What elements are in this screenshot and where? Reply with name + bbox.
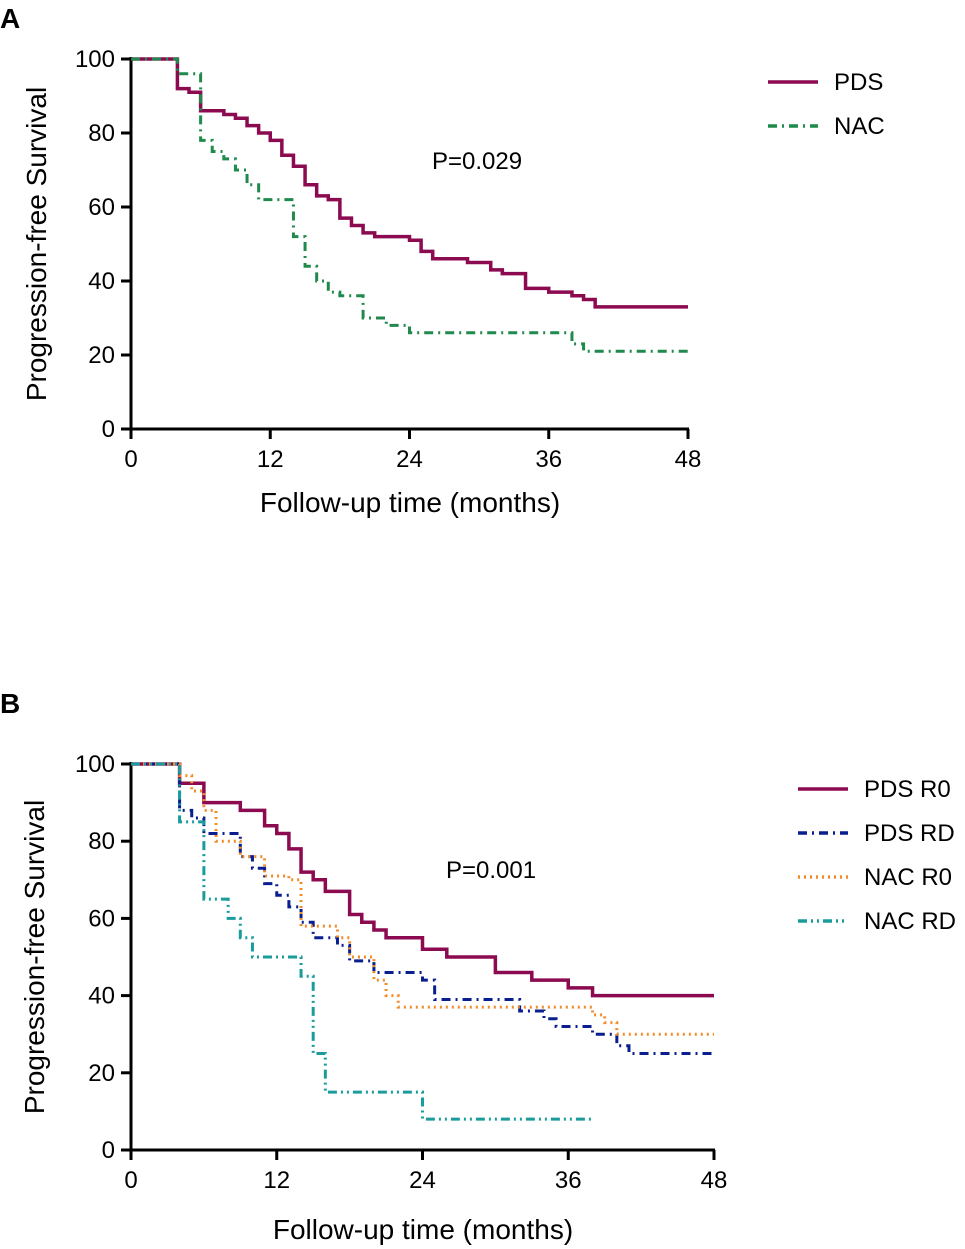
- panel-b: B 0 20 40 60 80 100 0 12 24 36 48 Follow-up time (…: [0, 688, 956, 1245]
- series-nac-r0-line: [131, 762, 714, 1036]
- x-tick-label: 24: [409, 1167, 436, 1194]
- y-tick-label: 60: [88, 194, 115, 221]
- x-tick-label: 48: [701, 1167, 728, 1194]
- y-tick-label: 100: [75, 46, 115, 73]
- x-tick-label: 12: [263, 1167, 290, 1194]
- panel-b-label: B: [0, 688, 20, 719]
- y-tick-label: 40: [88, 268, 115, 295]
- panel-b-xlabel: Follow-up time (months): [273, 1214, 573, 1245]
- panel-a-xlabel: Follow-up time (months): [260, 487, 560, 518]
- panel-b-axes: 0 20 40 60 80 100 0 12 24 36 48: [75, 751, 727, 1194]
- panel-a-legend: PDS NAC: [768, 69, 885, 140]
- legend-label: NAC: [834, 113, 885, 140]
- series-pds-line: [131, 57, 688, 309]
- y-tick-label: 60: [88, 905, 115, 932]
- panel-a-ylabel: Progression-free Survival: [21, 87, 52, 401]
- x-tick-label: 12: [257, 446, 284, 473]
- y-tick-label: 20: [88, 1060, 115, 1087]
- x-tick-label: 36: [555, 1167, 582, 1194]
- legend-label: PDS RD: [864, 820, 955, 847]
- y-tick-label: 80: [88, 828, 115, 855]
- panel-b-pvalue: P=0.001: [446, 857, 536, 884]
- series-nac-rd-line: [131, 762, 593, 1121]
- panel-a-label: A: [0, 3, 20, 34]
- y-tick-label: 20: [88, 342, 115, 369]
- legend-label: NAC R0: [864, 864, 952, 891]
- x-tick-label: 0: [124, 446, 137, 473]
- legend-label: NAC RD: [864, 908, 956, 935]
- y-tick-label: 40: [88, 983, 115, 1010]
- y-tick-label: 100: [75, 751, 115, 778]
- x-tick-label: 48: [675, 446, 702, 473]
- panel-a-series: [131, 57, 688, 353]
- panel-b-series: [131, 762, 714, 1121]
- y-tick-label: 0: [102, 416, 115, 443]
- series-nac-line: [131, 57, 688, 353]
- x-tick-label: 24: [396, 446, 423, 473]
- legend-label: PDS: [834, 69, 883, 96]
- series-pds-r0-line: [131, 762, 714, 998]
- panel-a: A 0 20 40 60 80 100 0 12 24 36 48 Follow-up time (…: [0, 3, 885, 518]
- panel-a-pvalue: P=0.029: [432, 148, 522, 175]
- y-tick-label: 0: [102, 1137, 115, 1164]
- x-tick-label: 0: [124, 1167, 137, 1194]
- panel-a-axes: 0 20 40 60 80 100 0 12 24 36 48: [75, 46, 701, 473]
- series-pds-rd-line: [131, 762, 714, 1055]
- panel-b-legend: PDS R0 PDS RD NAC R0 NAC RD: [798, 776, 956, 935]
- panel-b-ylabel: Progression-free Survival: [19, 800, 50, 1114]
- y-tick-label: 80: [88, 120, 115, 147]
- legend-label: PDS R0: [864, 776, 951, 803]
- x-tick-label: 36: [535, 446, 562, 473]
